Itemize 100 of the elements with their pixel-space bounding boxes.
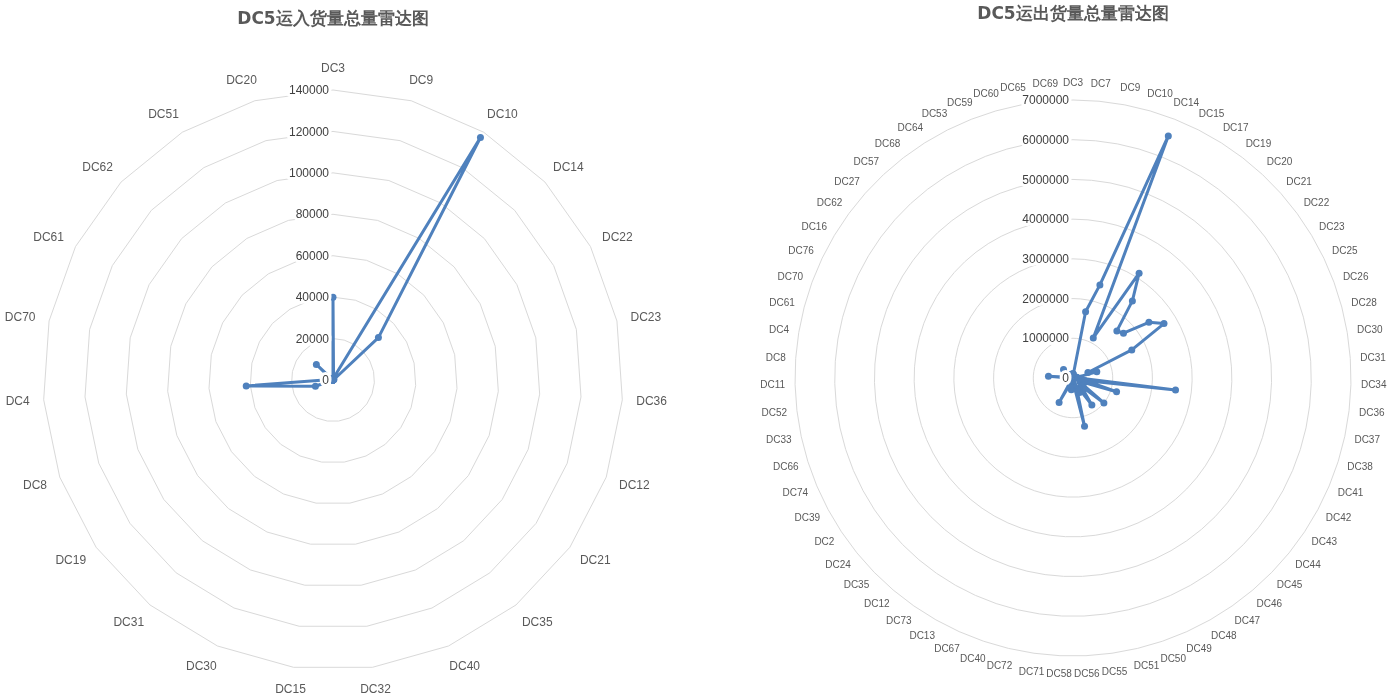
spoke-label: DC76 <box>788 244 815 256</box>
spoke-label: DC20 <box>1266 155 1293 167</box>
spoke-label: DC35 <box>521 615 553 630</box>
y-tick-label: 6000000 <box>1022 132 1070 147</box>
y-tick-label: 3000000 <box>1022 252 1070 267</box>
y-tick-label: 60000 <box>295 248 330 263</box>
spoke-label: DC4 <box>5 394 31 409</box>
spoke-label: DC72 <box>986 660 1013 672</box>
y-tick-label: 7000000 <box>1022 93 1070 108</box>
spoke-label: DC46 <box>1256 598 1283 610</box>
chart-title: DC5运出货量总量雷达图 <box>977 3 1169 23</box>
y-tick-label: 100000 <box>288 166 330 181</box>
spoke-label: DC49 <box>1186 642 1213 654</box>
spoke-label: DC19 <box>55 553 87 568</box>
spoke-label: DC33 <box>765 434 792 446</box>
spoke-label: DC34 <box>1360 379 1387 391</box>
spoke-label: DC14 <box>1173 97 1200 109</box>
spoke-label: DC32 <box>360 682 392 694</box>
spoke-label: DC24 <box>825 558 852 570</box>
spoke-label: DC39 <box>794 512 821 524</box>
spoke-label: DC47 <box>1234 615 1261 627</box>
spoke-label: DC56 <box>1074 668 1101 680</box>
y-tick-label: 2000000 <box>1022 291 1070 306</box>
spoke-label: DC11 <box>760 379 786 391</box>
spoke-label: DC13 <box>909 629 936 641</box>
spoke-label: DC57 <box>853 155 880 167</box>
spoke-label: DC23 <box>630 309 662 324</box>
spoke-label: DC51 <box>148 106 180 121</box>
y-tick-label: 0 <box>1062 371 1070 386</box>
spoke-label: DC67 <box>934 642 961 654</box>
spoke-label: DC26 <box>1342 270 1369 282</box>
spoke-label: DC40 <box>960 652 987 664</box>
spoke-label: DC69 <box>1032 77 1059 89</box>
spoke-label: DC61 <box>33 229 65 244</box>
spoke-label: DC22 <box>1303 197 1330 209</box>
spoke-label: DC8 <box>765 351 787 363</box>
spoke-label: DC50 <box>1160 652 1187 664</box>
spoke-label: DC66 <box>773 461 800 473</box>
spoke-label: DC62 <box>816 197 843 209</box>
spoke-label: DC55 <box>1101 665 1128 677</box>
spoke-label: DC52 <box>761 407 788 419</box>
y-tick-label: 4000000 <box>1022 212 1070 227</box>
spoke-label: DC53 <box>921 108 948 120</box>
spoke-label: DC45 <box>1276 579 1303 591</box>
chart-title: DC5运入货量总量雷达图 <box>237 8 429 28</box>
spoke-label: DC17 <box>1222 122 1249 134</box>
spoke-label: DC31 <box>1360 351 1387 363</box>
spoke-label: DC9 <box>1120 81 1141 93</box>
spoke-label: DC60 <box>973 88 1000 100</box>
spoke-label: DC68 <box>874 138 901 150</box>
spoke-label: DC12 <box>863 598 890 610</box>
spoke-label: DC7 <box>1090 77 1112 89</box>
spoke-label: DC36 <box>1358 407 1385 419</box>
spoke-label: DC14 <box>553 160 585 175</box>
spoke-label: DC41 <box>1337 487 1364 499</box>
y-tick-label: 1000000 <box>1022 331 1070 346</box>
spoke-label: DC70 <box>4 309 36 324</box>
spoke-label: DC9 <box>409 72 434 87</box>
spoke-label: DC44 <box>1295 558 1322 570</box>
y-tick-label: 120000 <box>288 124 330 139</box>
spoke-label: DC40 <box>449 659 481 674</box>
spoke-label: DC30 <box>1357 324 1384 336</box>
spoke-label: DC43 <box>1311 536 1338 548</box>
spoke-label: DC64 <box>897 122 924 134</box>
spoke-label: DC37 <box>1354 434 1381 446</box>
spoke-label: DC38 <box>1347 461 1374 473</box>
y-tick-label: 140000 <box>288 83 330 98</box>
spoke-label: DC23 <box>1319 220 1345 232</box>
spoke-label: DC51 <box>1133 660 1160 672</box>
spoke-label: DC2 <box>814 536 835 548</box>
spoke-label: DC27 <box>834 175 861 187</box>
y-tick-label: 40000 <box>295 290 330 305</box>
y-tick-label: 5000000 <box>1022 172 1070 187</box>
spoke-label: DC73 <box>885 615 912 627</box>
spoke-label: DC70 <box>777 270 804 282</box>
spoke-label: DC36 <box>636 394 668 409</box>
spoke-label: DC35 <box>843 579 870 591</box>
spoke-label: DC10 <box>487 106 519 121</box>
y-tick-label: 80000 <box>295 207 330 222</box>
spoke-label: DC22 <box>602 229 634 244</box>
spoke-label: DC4 <box>768 324 790 336</box>
spoke-label: DC3 <box>320 61 346 76</box>
spoke-label: DC21 <box>579 553 611 568</box>
spoke-label: DC61 <box>769 297 796 309</box>
spoke-label: DC71 <box>1018 665 1045 677</box>
spoke-label: DC12 <box>618 477 650 492</box>
spoke-label: DC8 <box>23 477 48 492</box>
spoke-label: DC48 <box>1210 629 1237 641</box>
spoke-label: DC58 <box>1046 668 1073 680</box>
spoke-label: DC10 <box>1147 88 1174 100</box>
spoke-label: DC20 <box>226 72 258 87</box>
spoke-label: DC21 <box>1286 175 1313 187</box>
spoke-label: DC25 <box>1332 244 1359 256</box>
spoke-label: DC59 <box>946 97 973 109</box>
spoke-label: DC31 <box>113 615 145 630</box>
spoke-label: DC30 <box>186 659 218 674</box>
spoke-label: DC65 <box>1000 81 1027 93</box>
spoke-label: DC15 <box>275 682 307 694</box>
spoke-label: DC42 <box>1325 512 1352 524</box>
spoke-label: DC74 <box>782 487 809 499</box>
